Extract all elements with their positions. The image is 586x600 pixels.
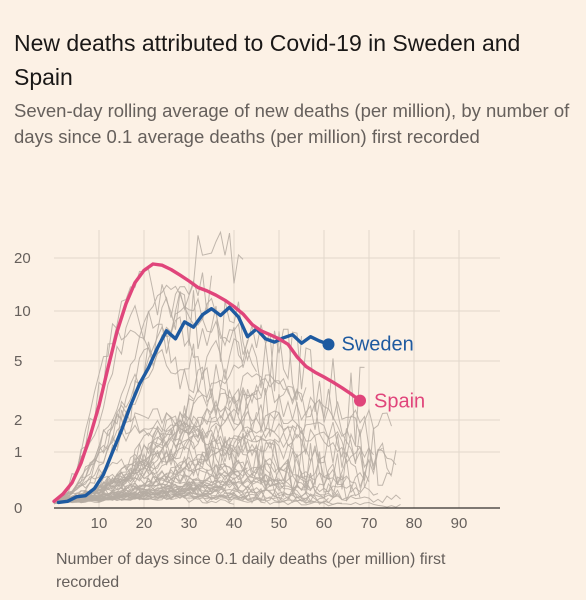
series-label-spain: Spain — [374, 391, 425, 413]
y-tick-label: 5 — [14, 353, 22, 370]
y-tick-label: 0 — [14, 500, 22, 517]
x-tick-label: 20 — [136, 515, 153, 532]
country-line — [53, 412, 370, 504]
y-tick-label: 1 — [14, 444, 22, 461]
axis-ticks: 0 1 2 5 10 20 10 20 30 40 50 60 70 80 90 — [14, 250, 500, 532]
y-tick-label: 10 — [14, 303, 31, 320]
series-label-sweden: Sweden — [342, 333, 414, 355]
x-tick-label: 80 — [406, 515, 423, 532]
x-tick-label: 60 — [316, 515, 333, 532]
series-line-spain — [52, 262, 362, 503]
y-tick-label: 20 — [14, 250, 31, 267]
highlight-lines: Sweden Spain — [52, 262, 425, 505]
x-tick-label: 40 — [226, 515, 243, 532]
country-line — [53, 230, 244, 503]
y-tick-label: 2 — [14, 412, 22, 429]
country-line — [53, 374, 374, 503]
country-line — [53, 430, 329, 504]
country-line — [53, 305, 248, 503]
country-line — [53, 485, 329, 504]
chart-subtitle: Seven-day rolling average of new deaths … — [14, 100, 570, 147]
x-tick-label: 70 — [361, 515, 378, 532]
x-tick-label: 30 — [181, 515, 198, 532]
country-line — [53, 268, 365, 504]
background-country-lines — [53, 230, 401, 508]
x-tick-label: 50 — [271, 515, 288, 532]
chart-title: New deaths attributed to Covid-19 in Swe… — [14, 30, 521, 90]
series-line-sweden — [56, 305, 331, 505]
series-endpoint-sweden — [322, 338, 335, 351]
country-line — [53, 493, 199, 504]
country-line — [53, 401, 194, 503]
country-line — [53, 483, 401, 505]
series-endpoint-spain — [354, 394, 366, 407]
country-line — [53, 388, 392, 504]
x-axis-title: Number of days since 0.1 daily deaths (p… — [56, 551, 446, 591]
country-line — [53, 372, 392, 503]
x-tick-label: 90 — [451, 515, 468, 532]
country-line — [53, 414, 311, 504]
x-tick-label: 10 — [91, 515, 108, 532]
